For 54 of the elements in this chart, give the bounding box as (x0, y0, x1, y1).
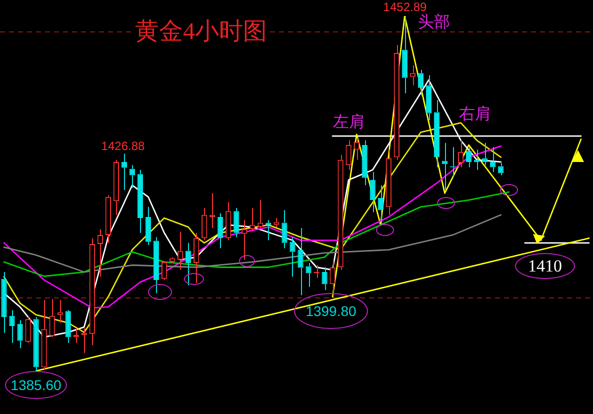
candlestick (25, 316, 31, 344)
text: 1385.60 (10, 377, 62, 393)
candlestick (290, 236, 296, 278)
candlestick (386, 149, 392, 216)
annotation: 1410 (528, 256, 562, 276)
candlestick (418, 69, 424, 96)
candlestick (153, 236, 160, 294)
candlestick (298, 228, 304, 296)
candlestick (402, 16, 408, 94)
candlestick (306, 262, 312, 288)
candlestick (218, 212, 224, 249)
candlestick (410, 64, 416, 86)
candlestick (378, 184, 384, 226)
candlestick (41, 300, 47, 370)
annotation: 右肩 (459, 106, 491, 123)
candlestick (338, 154, 344, 270)
candlestick (17, 320, 23, 349)
chart-title: 黄金4小时图 (133, 19, 269, 45)
candlestick (113, 159, 119, 216)
candlestick (161, 262, 168, 280)
candlestick (194, 232, 200, 284)
candlestick (226, 202, 232, 241)
candlestick (242, 220, 248, 260)
candlestick (202, 207, 208, 241)
candlestick (1, 272, 7, 334)
candlestick (186, 242, 192, 286)
candlestick (121, 153, 128, 191)
candlestick (466, 146, 472, 168)
candlestick (57, 300, 63, 324)
annotation: 左肩 (333, 114, 365, 131)
candlestick (330, 259, 336, 298)
candlestick (145, 206, 152, 246)
candlestick (137, 169, 144, 234)
candlestick (49, 298, 55, 338)
candlestick (234, 207, 240, 238)
candlestick (434, 100, 440, 168)
candlestick (490, 146, 496, 173)
candlestick (105, 194, 111, 244)
candlestick (394, 44, 400, 160)
candlestick (322, 266, 328, 290)
candlestick (458, 140, 464, 168)
candlestick (426, 74, 432, 121)
text: 1452.89 (383, 0, 427, 14)
candlestick (346, 140, 352, 170)
annotation: 1426.88 (101, 139, 145, 153)
candlestick (362, 140, 368, 186)
annotation: 头部 (418, 14, 450, 31)
candlestick (65, 310, 71, 344)
candlestick (370, 172, 376, 213)
candlestick (498, 162, 504, 176)
candlestick (89, 238, 95, 346)
candlestick (9, 310, 15, 344)
annotation: 1399.80 (306, 303, 356, 319)
candlestick (282, 210, 288, 249)
